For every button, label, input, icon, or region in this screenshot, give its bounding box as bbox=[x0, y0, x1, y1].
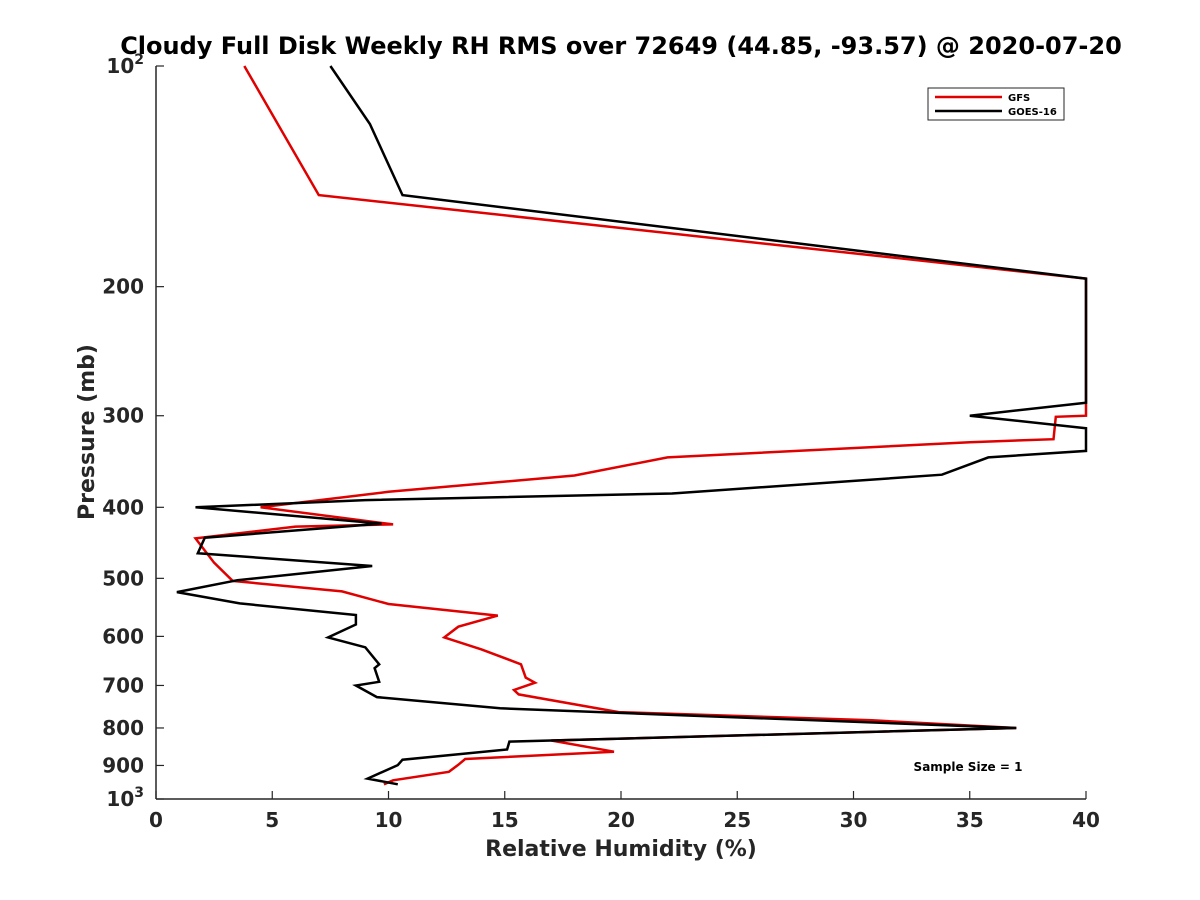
x-tick-label: 20 bbox=[607, 808, 635, 832]
y-tick-label: 500 bbox=[102, 566, 144, 590]
x-tick-label: 0 bbox=[149, 808, 163, 832]
x-tick-label: 25 bbox=[723, 808, 751, 832]
legend-label: GOES-16 bbox=[1008, 107, 1057, 118]
y-tick-label: 800 bbox=[102, 716, 144, 740]
sample-size-annotation: Sample Size = 1 bbox=[914, 760, 1023, 774]
x-tick-label: 30 bbox=[840, 808, 868, 832]
y-tick-label: 900 bbox=[102, 753, 144, 777]
x-tick-label: 10 bbox=[375, 808, 403, 832]
plot-area: 0 5 10 15 20 25 30 35 40 10220030040050060070080… bbox=[102, 52, 1100, 832]
legend-entries: GFS GOES-16 bbox=[935, 93, 1057, 118]
legend-label: GFS bbox=[1008, 93, 1030, 104]
y-tick-label: 600 bbox=[102, 624, 144, 648]
axes-box bbox=[156, 66, 1086, 799]
y-tick-label: 300 bbox=[102, 404, 144, 428]
y-axis-label: Pressure (mb) bbox=[75, 344, 100, 520]
x-tick-label: 40 bbox=[1072, 808, 1100, 832]
x-axis-label: Relative Humidity (%) bbox=[485, 837, 757, 862]
series-layer bbox=[176, 65, 1088, 786]
x-ticks: 0 5 10 15 20 25 30 35 40 bbox=[149, 791, 1100, 832]
y-tick-label: 400 bbox=[102, 495, 144, 519]
x-tick-label: 15 bbox=[491, 808, 519, 832]
x-tick-label: 35 bbox=[956, 808, 984, 832]
series-line-goes-16 bbox=[176, 65, 1088, 786]
chart-title: Cloudy Full Disk Weekly RH RMS over 7264… bbox=[120, 32, 1122, 60]
legend: GFS GOES-16 bbox=[927, 87, 1065, 121]
legend-box bbox=[927, 87, 1065, 121]
x-tick-label: 5 bbox=[265, 808, 279, 832]
y-tick-label: 200 bbox=[102, 275, 144, 299]
y-tick-label: 700 bbox=[102, 673, 144, 697]
